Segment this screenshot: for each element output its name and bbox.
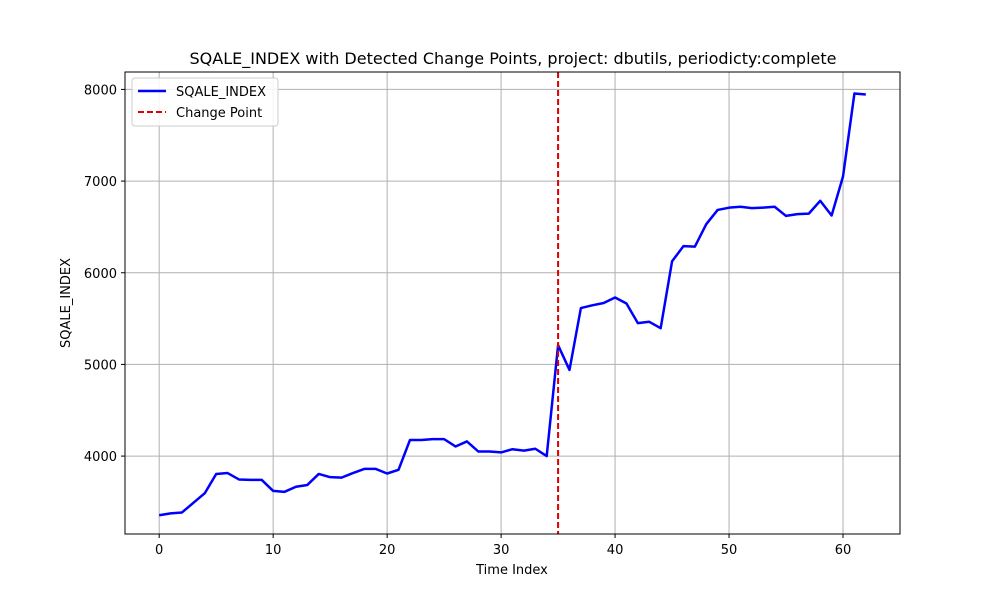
plot-frame — [124, 71, 901, 535]
legend: SQALE_INDEX Change Point — [131, 77, 279, 127]
y-axis: 4000 5000 6000 7000 8000 — [84, 83, 125, 465]
legend-label-change-point: Change Point — [176, 106, 262, 121]
x-tick-label: 50 — [721, 543, 738, 558]
y-tick-label: 8000 — [84, 83, 117, 98]
y-axis-label: SQALE_INDEX — [59, 258, 74, 348]
y-tick-label: 4000 — [84, 450, 117, 465]
legend-box — [131, 77, 279, 127]
x-axis: 0 10 20 30 40 50 60 — [155, 534, 851, 558]
x-axis-label: Time Index — [475, 563, 548, 578]
series-line-sqale-index — [158, 92, 866, 517]
y-tick-label: 7000 — [84, 175, 117, 190]
legend-label-sqale-index: SQALE_INDEX — [176, 85, 266, 100]
y-tick-label: 5000 — [84, 358, 117, 373]
x-tick-label: 40 — [607, 543, 624, 558]
plot-area — [158, 72, 866, 534]
x-tick-label: 60 — [835, 543, 852, 558]
x-tick-label: 20 — [379, 543, 396, 558]
x-tick-label: 10 — [265, 543, 282, 558]
y-tick-label: 6000 — [84, 267, 117, 282]
x-tick-label: 0 — [155, 543, 163, 558]
grid-lines — [125, 72, 900, 534]
chart-title: SQALE_INDEX with Detected Change Points,… — [190, 49, 837, 69]
x-tick-label: 30 — [493, 543, 510, 558]
